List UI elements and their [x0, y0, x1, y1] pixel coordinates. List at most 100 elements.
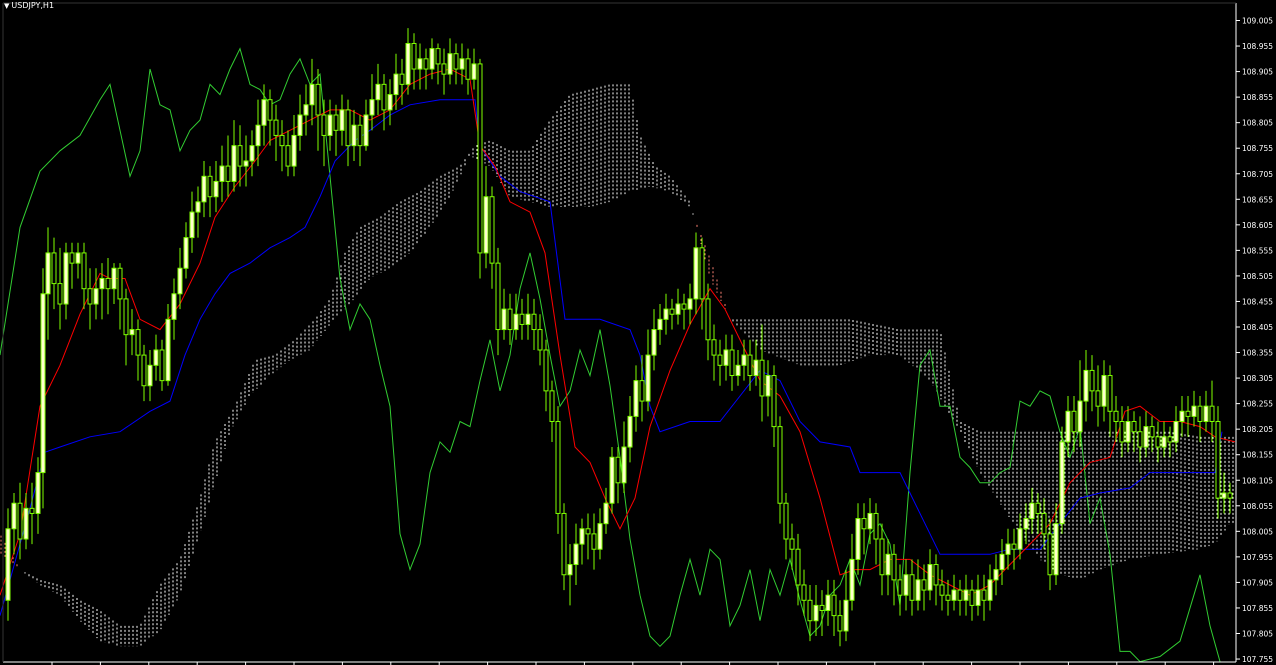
candle: [117, 263, 123, 330]
candle: [63, 242, 69, 320]
candle: [879, 523, 885, 596]
candle-body: [237, 145, 243, 167]
candle-body: [333, 114, 339, 131]
candle-body: [897, 579, 903, 596]
candle: [45, 227, 51, 340]
candle: [489, 186, 495, 289]
price-tick-label: 107.855: [1242, 604, 1273, 613]
candle: [1209, 380, 1215, 442]
candle-body: [111, 267, 117, 290]
candle-body: [801, 584, 807, 601]
candle: [309, 58, 315, 126]
price-tick-label: 108.755: [1242, 144, 1273, 153]
candle: [981, 574, 987, 621]
price-tick-label: 107.805: [1242, 630, 1273, 639]
candle: [1203, 390, 1209, 432]
candle-body: [585, 528, 591, 535]
candle: [1119, 406, 1125, 458]
candle: [687, 283, 693, 325]
candle: [243, 135, 249, 187]
candle-body: [153, 349, 159, 366]
candle-body: [309, 83, 315, 106]
price-tick-label: 108.705: [1242, 170, 1273, 179]
candle: [849, 533, 855, 611]
candle: [483, 166, 489, 269]
candle-body: [231, 145, 237, 182]
candle: [903, 559, 909, 611]
candle: [429, 38, 435, 80]
candle-body: [501, 308, 507, 331]
dropdown-triangle-icon[interactable]: ▼: [4, 2, 10, 10]
candle-body: [195, 201, 201, 213]
candle-body: [93, 288, 99, 305]
candle-body: [567, 564, 573, 576]
candle-body: [45, 252, 51, 295]
candle: [375, 63, 381, 116]
candle-body: [363, 114, 369, 147]
candle: [423, 48, 429, 90]
candle: [675, 288, 681, 325]
candle-body: [201, 175, 207, 203]
candle-body: [5, 528, 11, 601]
candle: [855, 503, 861, 575]
candle-body: [207, 175, 213, 198]
candle-body: [969, 589, 975, 606]
price-tick-label: 108.205: [1242, 425, 1273, 434]
candle-body: [1023, 518, 1029, 530]
candle: [1221, 472, 1227, 514]
candle-body: [1137, 431, 1143, 448]
candle-body: [369, 99, 375, 116]
candle: [345, 99, 351, 167]
candle: [1173, 406, 1179, 453]
candle-body: [555, 421, 561, 514]
candle-body: [987, 579, 993, 601]
candle: [561, 503, 567, 591]
candle-body: [75, 252, 81, 264]
candle-body: [177, 267, 183, 295]
candle-body: [675, 303, 681, 315]
candle-body: [40, 293, 46, 474]
candle-body: [1191, 405, 1197, 417]
candle-body: [1101, 375, 1107, 407]
candle: [711, 324, 717, 381]
candle: [435, 43, 441, 85]
candle-body: [735, 364, 741, 377]
candle-body: [1047, 533, 1053, 576]
candle-body: [861, 518, 867, 530]
candle: [567, 544, 573, 606]
candle: [1179, 395, 1185, 437]
candle-body: [1197, 405, 1203, 423]
candle: [1191, 390, 1197, 427]
candle: [1143, 411, 1149, 458]
candle: [531, 298, 537, 350]
candle: [99, 263, 105, 320]
candle-body: [867, 512, 873, 530]
candle: [297, 94, 303, 151]
candle: [1077, 360, 1083, 448]
candle-body: [843, 599, 849, 632]
candle: [1125, 406, 1131, 453]
candle: [501, 288, 507, 340]
candle-body: [489, 196, 495, 264]
candle-body: [831, 594, 837, 617]
candle-body: [123, 298, 129, 336]
candle: [651, 309, 657, 371]
candle-body: [981, 589, 987, 601]
candle: [213, 160, 219, 213]
candle-body: [297, 114, 303, 136]
candle: [207, 166, 213, 218]
candle: [1071, 395, 1077, 453]
candle: [1155, 421, 1161, 463]
candle-body: [345, 109, 351, 147]
candle-body: [597, 523, 603, 550]
candle: [327, 99, 333, 151]
candle: [1011, 528, 1017, 570]
candle-body: [1017, 528, 1023, 550]
candle: [315, 69, 321, 151]
candle: [987, 564, 993, 611]
candle-body: [357, 124, 363, 147]
symbol-label[interactable]: ▼ USDJPY,H1: [4, 1, 54, 11]
candle: [627, 395, 633, 463]
